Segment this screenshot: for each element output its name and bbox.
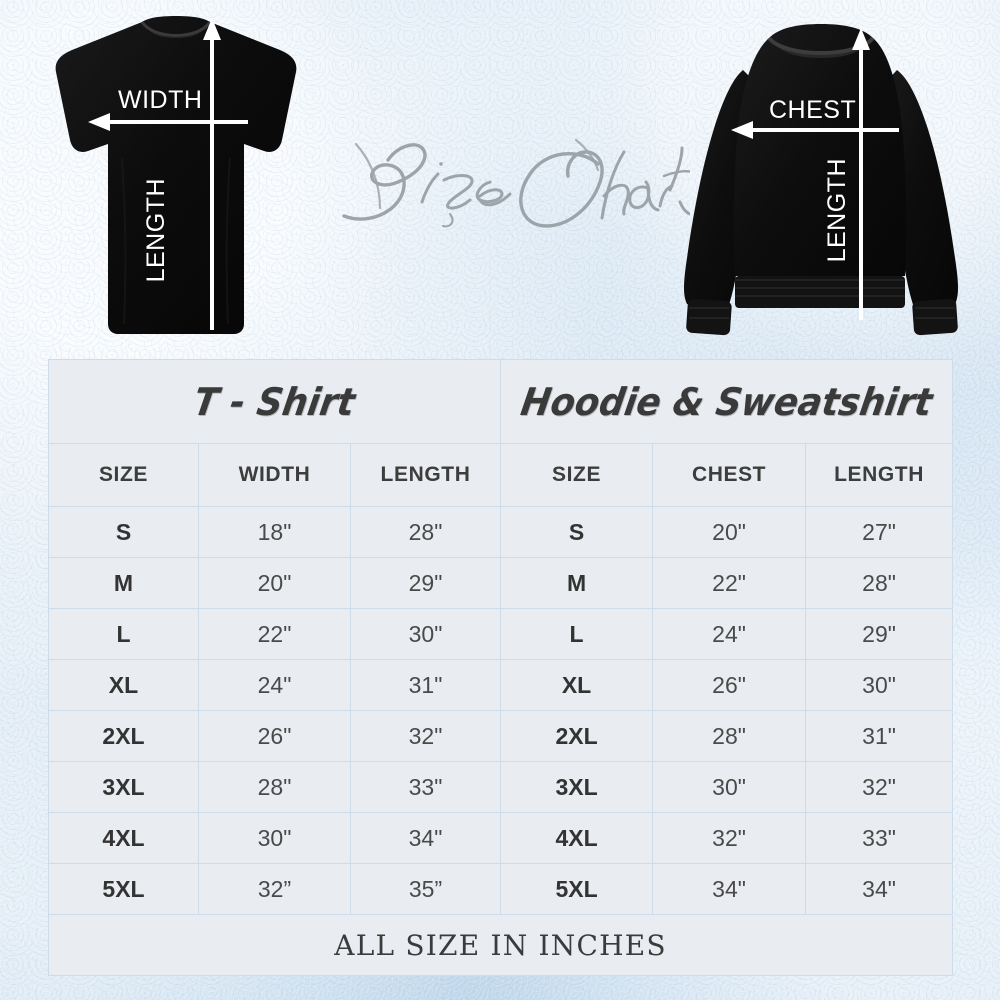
row-size-right: 5XL <box>500 863 654 915</box>
row-width: 18" <box>198 506 351 558</box>
table-row: XL 24" 31" XL 26" 30" <box>48 659 954 711</box>
row-size-right: S <box>500 506 654 558</box>
row-chest: 20" <box>652 506 807 558</box>
row-size-right: 4XL <box>500 812 654 864</box>
table-row: 2XL 26" 32" 2XL 28" 31" <box>48 710 954 762</box>
row-length-right: 28" <box>805 557 954 609</box>
row-length-right: 34" <box>805 863 954 915</box>
header-right-size: SIZE <box>500 443 654 507</box>
row-length-right: 31" <box>805 710 954 762</box>
row-size-right: 2XL <box>500 710 654 762</box>
header-right-chest: CHEST <box>652 443 807 507</box>
row-chest: 26" <box>652 659 807 711</box>
table-row: M 20" 29" M 22" 28" <box>48 557 954 609</box>
sweatshirt-table-title-text: Hoodie & Sweatshirt <box>517 379 936 424</box>
row-chest: 24" <box>652 608 807 660</box>
row-width: 22" <box>198 608 351 660</box>
row-length-right: 33" <box>805 812 954 864</box>
row-size-left: M <box>48 557 199 609</box>
sweatshirt-length-label: LENGTH <box>823 158 851 263</box>
row-length-left: 30" <box>349 608 502 660</box>
row-size-left: 2XL <box>48 710 199 762</box>
row-size-left: 3XL <box>48 761 199 813</box>
row-width: 26" <box>198 710 351 762</box>
row-width: 20" <box>198 557 351 609</box>
row-size-left: S <box>48 506 199 558</box>
row-length-left: 35” <box>349 863 502 915</box>
row-chest: 22" <box>652 557 807 609</box>
row-length-right: 30" <box>805 659 954 711</box>
header-left-length: LENGTH <box>349 443 502 507</box>
row-chest: 34" <box>652 863 807 915</box>
tshirt-table-title-text: T - Shirt <box>190 379 359 424</box>
row-chest: 28" <box>652 710 807 762</box>
row-length-right: 27" <box>805 506 954 558</box>
row-length-left: 32" <box>349 710 502 762</box>
header-left-width: WIDTH <box>198 443 351 507</box>
row-length-left: 28" <box>349 506 502 558</box>
table-header-row: SIZE WIDTH LENGTH SIZE CHEST LENGTH <box>48 443 954 507</box>
row-width: 32” <box>198 863 351 915</box>
row-length-right: 29" <box>805 608 954 660</box>
size-chart-table: T - Shirt Hoodie & Sweatshirt SIZE WIDTH… <box>47 359 954 976</box>
row-size-right: L <box>500 608 654 660</box>
tshirt-length-label: LENGTH <box>142 178 170 283</box>
tshirt-illustration: WIDTH LENGTH <box>30 8 330 353</box>
row-length-right: 32" <box>805 761 954 813</box>
row-size-right: M <box>500 557 654 609</box>
tshirt-width-label: WIDTH <box>118 86 203 114</box>
row-size-right: 3XL <box>500 761 654 813</box>
tshirt-table-title: T - Shirt <box>47 359 502 444</box>
row-size-left: 5XL <box>48 863 199 915</box>
row-size-left: 4XL <box>48 812 199 864</box>
table-title-row: T - Shirt Hoodie & Sweatshirt <box>47 359 954 444</box>
header-left-size: SIZE <box>48 443 199 507</box>
sweatshirt-chest-label: CHEST <box>769 96 857 124</box>
sweatshirt-table-title: Hoodie & Sweatshirt <box>500 359 954 444</box>
table-row: S 18" 28" S 20" 27" <box>48 506 954 558</box>
header-right-length: LENGTH <box>805 443 954 507</box>
table-row: L 22" 30" L 24" 29" <box>48 608 954 660</box>
row-width: 30" <box>198 812 351 864</box>
row-width: 28" <box>198 761 351 813</box>
all-size-in-inches-note: ALL SIZE IN INCHES <box>47 914 954 976</box>
row-chest: 30" <box>652 761 807 813</box>
table-row: 4XL 30" 34" 4XL 32" 33" <box>48 812 954 864</box>
row-size-left: L <box>48 608 199 660</box>
row-length-left: 34" <box>349 812 502 864</box>
row-length-left: 31" <box>349 659 502 711</box>
row-length-left: 33" <box>349 761 502 813</box>
sweatshirt-illustration: CHEST LENGTH <box>665 8 980 353</box>
row-size-left: XL <box>48 659 199 711</box>
table-row: 3XL 28" 33" 3XL 30" 32" <box>48 761 954 813</box>
row-chest: 32" <box>652 812 807 864</box>
table-row: 5XL 32” 35” 5XL 34" 34" <box>48 863 954 915</box>
row-width: 24" <box>198 659 351 711</box>
table-footer-row: ALL SIZE IN INCHES <box>47 914 954 976</box>
row-size-right: XL <box>500 659 654 711</box>
row-length-left: 29" <box>349 557 502 609</box>
